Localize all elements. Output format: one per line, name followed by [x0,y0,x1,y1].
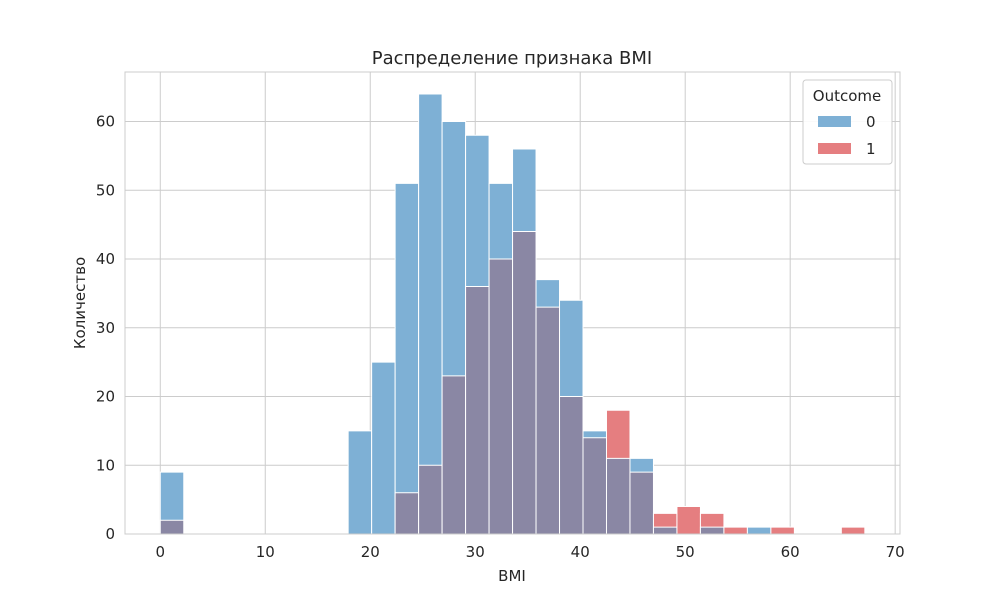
bar-overlap-bin-10 [394,492,420,535]
y-tick-label-6: 60 [96,113,115,131]
bar-overlap-bin-21 [652,526,678,535]
plot-frame [124,71,901,535]
legend-title: Outcome [813,87,881,105]
x-tick-label-6: 60 [781,543,800,561]
bar-outcome-1-bin-24 [723,526,748,535]
x-tick-label-4: 40 [571,543,590,561]
x-tick-label-1: 10 [256,543,275,561]
bar-overlap-bin-16 [535,306,561,535]
y-tick-label-0: 0 [105,525,115,543]
x-tick-label-7: 70 [886,543,905,561]
bar-overlap-bin-15 [512,231,537,535]
y-tick-label-3: 30 [96,319,115,337]
bar-overlap-bin-18 [582,437,607,535]
x-tick-labels: 0 10 20 30 40 50 60 70 [156,543,905,561]
legend: Outcome 0 1 [802,79,893,165]
x-tick-label-5: 50 [676,543,695,561]
legend-label-0: 0 [866,113,876,131]
legend-swatch-0 [818,116,851,127]
bar-overlap-bin-23 [699,526,725,535]
y-tick-labels: 0 10 20 30 40 50 60 [96,113,115,544]
bar-outcome-0-bin-9 [371,361,396,535]
y-tick-label-1: 10 [96,456,115,474]
chart-title: Распределение признака BMI [372,48,653,69]
bar-overlap-bin-11 [418,464,443,535]
bar-overlap-bin-0 [159,519,185,535]
y-tick-label-5: 50 [96,181,115,199]
bar-overlap-bin-12 [441,375,467,535]
x-tick-label-0: 0 [156,543,166,561]
bar-overlap-bin-13 [465,286,490,535]
bar-outcome-0-bin-8 [347,430,373,535]
x-axis-label: BMI [498,567,526,585]
x-tick-label-3: 30 [466,543,485,561]
bar-outcome-1-bin-26 [770,526,795,535]
bar-outcome-1-bin-22 [676,506,701,535]
bar-outcome-0-bin-10 [394,182,420,535]
y-tick-label-4: 40 [96,250,115,268]
y-tick-label-2: 20 [96,388,115,406]
x-tick-label-2: 20 [361,543,380,561]
bar-outcome-1-bin-29 [840,526,866,535]
bar-overlap-bin-20 [629,471,654,535]
bar-outcome-0-bin-25 [746,526,772,535]
bar-overlap-bin-17 [559,396,584,535]
bar-overlap-bin-14 [488,258,514,535]
legend-label-1: 1 [866,140,876,158]
legend-swatch-1 [818,143,851,154]
bar-overlap-bin-19 [605,457,631,535]
y-axis-label: Количество [71,257,89,349]
